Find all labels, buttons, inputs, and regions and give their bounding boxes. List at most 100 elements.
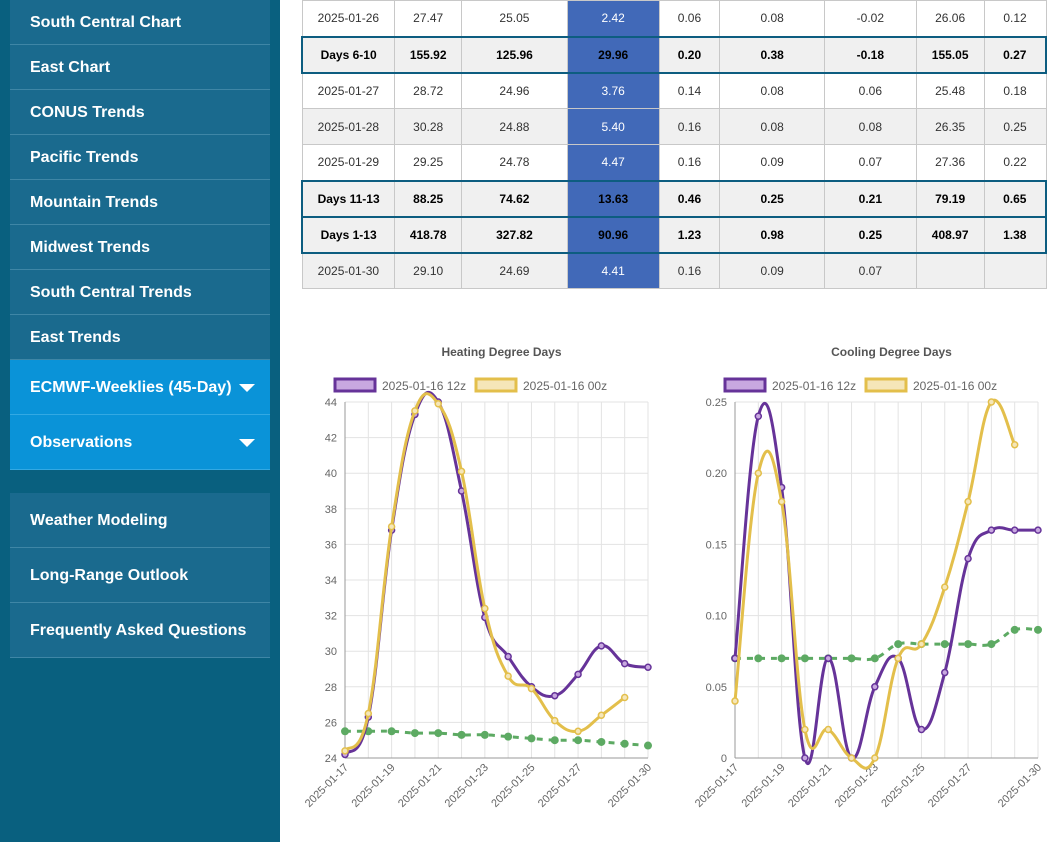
data-point bbox=[1010, 526, 1019, 534]
sidebar-dropdown-observations[interactable]: Observations bbox=[10, 415, 270, 470]
sidebar-item-pacific-trends[interactable]: Pacific Trends bbox=[10, 135, 270, 180]
sidebar-item-conus-trends[interactable]: CONUS Trends bbox=[10, 90, 270, 135]
data-point bbox=[387, 727, 396, 736]
data-point bbox=[824, 654, 832, 663]
y-tick-label: 44 bbox=[325, 397, 337, 409]
sidebar-link-faq[interactable]: Frequently Asked Questions bbox=[10, 603, 270, 658]
summary-row: Days 6-10 155.92 125.96 29.96 0.20 0.38 -0.18 1… bbox=[301, 35, 1047, 74]
y-tick-label: 0.25 bbox=[706, 397, 727, 409]
table-cell: 0.08 bbox=[719, 108, 825, 145]
data-point bbox=[550, 736, 559, 745]
sidebar-dropdown-ecmwf-weeklies[interactable]: ECMWF-Weeklies (45-Day) bbox=[10, 360, 270, 415]
data-point bbox=[480, 730, 489, 739]
y-tick-label: 36 bbox=[325, 539, 337, 551]
data-point bbox=[870, 654, 879, 663]
data-point bbox=[551, 691, 559, 700]
data-point bbox=[597, 737, 606, 746]
sidebar-link-long-range-outlook[interactable]: Long-Range Outlook bbox=[10, 548, 270, 603]
table-cell: 24.88 bbox=[461, 108, 568, 145]
sidebar-link-weather-modeling[interactable]: Weather Modeling bbox=[10, 493, 270, 548]
legend-swatch bbox=[474, 377, 518, 393]
table-cell: 0.98 bbox=[719, 215, 825, 254]
data-point bbox=[620, 693, 629, 702]
data-point bbox=[341, 727, 349, 736]
sidebar-links: Weather Modeling Long-Range Outlook Freq… bbox=[10, 493, 270, 658]
table-cell: -0.18 bbox=[824, 35, 917, 74]
data-point bbox=[481, 604, 489, 613]
table-cell: 2025-01-30 bbox=[301, 252, 396, 289]
sidebar-item-midwest-trends[interactable]: Midwest Trends bbox=[10, 225, 270, 270]
legend-label: 2025-01-16 00z bbox=[913, 379, 997, 393]
data-point bbox=[754, 654, 763, 663]
table-cell: 0.07 bbox=[824, 144, 917, 181]
table-cell: 2025-01-26 bbox=[301, 0, 396, 37]
table-cell: 2025-01-27 bbox=[301, 72, 396, 109]
data-point bbox=[620, 659, 629, 668]
data-point bbox=[800, 654, 809, 663]
dropdown-label: Observations bbox=[30, 434, 133, 451]
table-cell: Days 1-13 bbox=[301, 215, 396, 254]
table-cell: 2025-01-28 bbox=[301, 108, 396, 145]
x-tick-label: 2025-01-23 bbox=[833, 762, 881, 810]
summary-row: Days 1-13 418.78 327.82 90.96 1.23 0.98 0.25 40… bbox=[301, 215, 1047, 254]
data-point bbox=[1010, 440, 1019, 449]
data-point bbox=[457, 467, 466, 476]
table-cell: -0.02 bbox=[824, 0, 917, 37]
data-point bbox=[644, 741, 652, 750]
data-point bbox=[434, 729, 443, 738]
legend-label: 2025-01-16 12z bbox=[772, 379, 856, 393]
data-point bbox=[894, 640, 903, 649]
data-point bbox=[1034, 526, 1042, 534]
data-point bbox=[341, 747, 349, 755]
table-cell: 0.08 bbox=[719, 0, 825, 37]
table-cell: 0.06 bbox=[824, 72, 917, 109]
data-point bbox=[574, 736, 583, 745]
main-content: 2025-01-26 27.47 25.05 2.42 0.06 0.08 -0.02 26.… bbox=[280, 0, 1050, 842]
sidebar-item-east-trends[interactable]: East Trends bbox=[10, 315, 270, 360]
data-point bbox=[574, 670, 582, 679]
table-cell: 0.14 bbox=[658, 72, 721, 109]
y-tick-label: 40 bbox=[325, 468, 337, 480]
table-cell: 0.09 bbox=[719, 144, 825, 181]
table-cell: 28.72 bbox=[394, 72, 463, 109]
data-point bbox=[871, 683, 879, 691]
table-cell: 0.16 bbox=[658, 108, 721, 145]
data-point bbox=[504, 652, 512, 661]
sidebar-item-east-chart[interactable]: East Chart bbox=[10, 45, 270, 90]
cooling-degree-days-chart: Cooling Degree Days 2025-01-16 12z 2025-01… bbox=[693, 345, 1044, 810]
table-cell: 0.38 bbox=[719, 35, 825, 74]
table-cell: 5.40 bbox=[566, 108, 660, 145]
data-point bbox=[504, 672, 512, 680]
x-tick-label: 2025-01-19 bbox=[349, 762, 397, 810]
y-tick-label: 34 bbox=[325, 575, 337, 587]
x-tick-label: 2025-01-17 bbox=[693, 762, 741, 810]
data-point bbox=[620, 739, 629, 748]
table-cell: 0.25 bbox=[983, 108, 1047, 145]
table-cell: 25.05 bbox=[461, 0, 568, 37]
x-tick-label: 2025-01-30 bbox=[996, 762, 1044, 810]
sidebar-item-south-central-trends[interactable]: South Central Trends bbox=[10, 270, 270, 315]
table-cell: 0.21 bbox=[824, 179, 917, 218]
data-point bbox=[731, 697, 739, 705]
table-cell: 4.41 bbox=[566, 252, 660, 289]
data-point bbox=[1034, 625, 1042, 634]
table-cell: 29.10 bbox=[394, 252, 463, 289]
table-cell: 74.62 bbox=[461, 179, 568, 218]
table-cell: 79.19 bbox=[915, 179, 985, 218]
data-point bbox=[551, 716, 559, 725]
table-cell: 2.42 bbox=[566, 0, 660, 37]
legend-label: 2025-01-16 12z bbox=[382, 379, 466, 393]
data-point bbox=[847, 654, 856, 663]
data-point bbox=[364, 709, 373, 718]
x-tick-label: 2025-01-19 bbox=[739, 762, 787, 810]
table-cell: 29.25 bbox=[394, 144, 463, 181]
x-tick-label: 2025-01-27 bbox=[926, 762, 974, 810]
table-cell: 125.96 bbox=[461, 35, 568, 74]
data-point bbox=[964, 497, 972, 506]
sidebar-item-south-central-chart[interactable]: South Central Chart bbox=[10, 0, 270, 45]
table-cell: 29.96 bbox=[566, 35, 660, 74]
table-cell: 1.38 bbox=[983, 215, 1047, 254]
table-cell: 27.36 bbox=[915, 144, 985, 181]
sidebar-item-mountain-trends[interactable]: Mountain Trends bbox=[10, 180, 270, 225]
sidebar: South Central Chart East Chart CONUS Tre… bbox=[0, 0, 280, 842]
